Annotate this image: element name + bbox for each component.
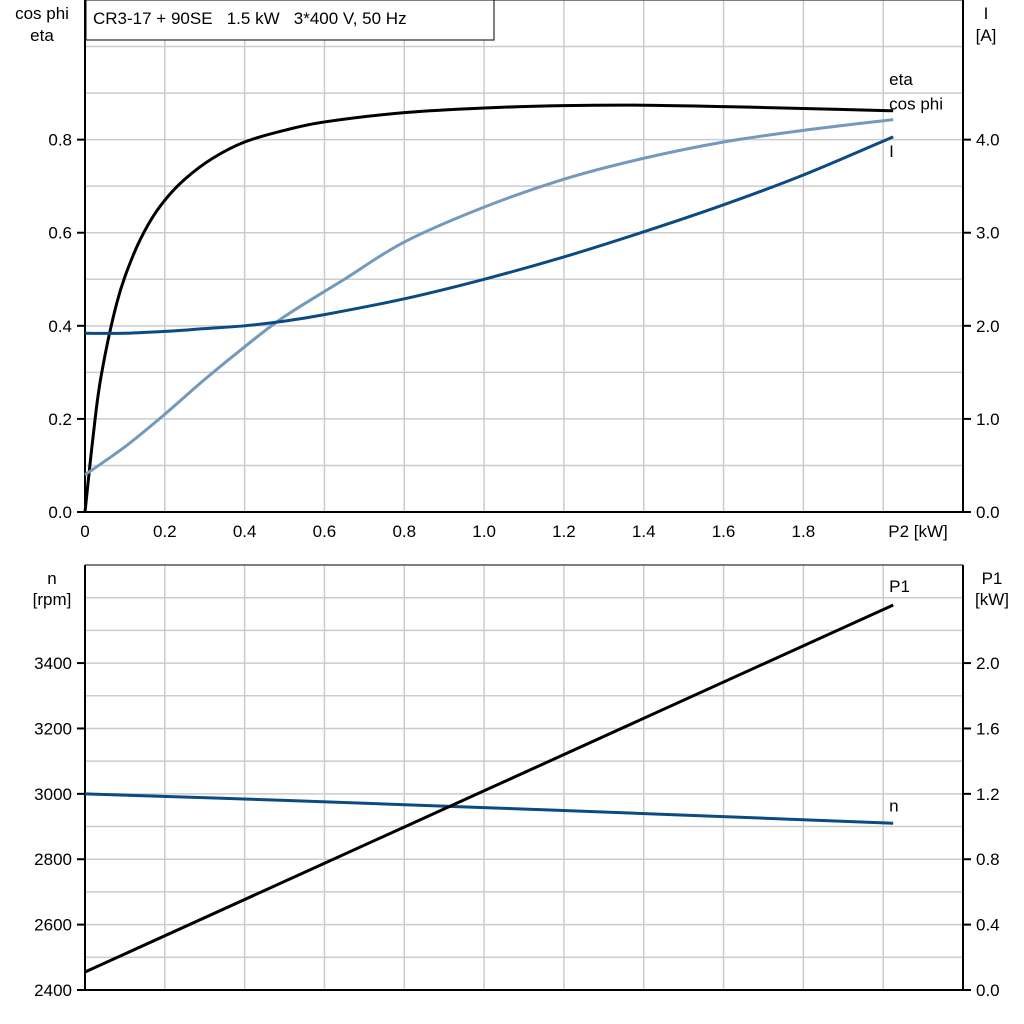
series-line-cos-phi — [84, 118, 894, 476]
chart-panel-2: 2400 2600 2800 3000 3200 3400 0.0 0.4 0.8 1.2 1.6 2… — [33, 564, 1009, 1000]
x-tick-label: 0.2 — [153, 522, 177, 541]
y-tick-label-right: 4.0 — [976, 131, 1000, 150]
x-tick-label: 1.8 — [792, 522, 816, 541]
right-axis-label: P1 — [982, 569, 1003, 588]
y-tick-label-left: 3400 — [34, 654, 72, 673]
series-label-cos-phi: cos phi — [889, 95, 943, 114]
y-tick-label-left: 0.2 — [48, 410, 72, 429]
series-line-I — [84, 135, 894, 335]
series-label-I: I — [889, 142, 894, 161]
left-axis-label: eta — [30, 26, 54, 45]
series-line-n — [84, 792, 894, 825]
y-tick-label-right: 1.0 — [976, 410, 1000, 429]
series-label-n: n — [889, 796, 898, 815]
y-tick-label-left: 0.8 — [48, 131, 72, 150]
x-tick-label: 1.4 — [632, 522, 656, 541]
y-tick-label-left: 2800 — [34, 850, 72, 869]
x-tick-label: 0.8 — [392, 522, 416, 541]
x-tick-label: 0 — [80, 522, 89, 541]
y-tick-label-left: 0.4 — [48, 317, 72, 336]
series-line-P1 — [84, 603, 894, 974]
y-tick-label-left: 0.6 — [48, 224, 72, 243]
left-axis-label: [rpm] — [33, 590, 72, 609]
x-tick-label: 1.6 — [712, 522, 736, 541]
y-tick-label-right: 0.0 — [976, 503, 1000, 522]
right-axis-label: I — [984, 4, 989, 23]
y-tick-label-left: 3200 — [34, 719, 72, 738]
right-axis-label: [A] — [976, 26, 997, 45]
series-line-eta — [83, 103, 894, 513]
y-tick-label-right: 0.0 — [976, 981, 1000, 1000]
y-tick-label-right: 1.6 — [976, 719, 1000, 738]
right-axis-label: [kW] — [975, 590, 1009, 609]
series-label-P1: P1 — [889, 577, 910, 596]
y-tick-label-right: 2.0 — [976, 654, 1000, 673]
x-tick-label: 0.4 — [233, 522, 257, 541]
y-tick-label-right: 0.8 — [976, 850, 1000, 869]
y-tick-label-right: 1.2 — [976, 785, 1000, 804]
y-tick-label-right: 0.4 — [976, 916, 1000, 935]
y-tick-label-left: 3000 — [34, 785, 72, 804]
x-axis-label: P2 [kW] — [888, 522, 948, 541]
series-label-eta: eta — [889, 70, 913, 89]
x-tick-label: 1.0 — [472, 522, 496, 541]
x-tick-label: 0.6 — [313, 522, 337, 541]
y-tick-label-left: 0.0 — [48, 503, 72, 522]
y-tick-label-left: 2600 — [34, 916, 72, 935]
x-tick-label: 1.2 — [552, 522, 576, 541]
y-tick-label-right: 3.0 — [976, 224, 1000, 243]
chart-title: CR3-17 + 90SE 1.5 kW 3*400 V, 50 Hz — [93, 9, 407, 28]
left-axis-label: n — [47, 569, 56, 588]
chart-panel-1: 0.0 0.2 0.4 0.6 0.8 0.0 1.0 2.0 3.0 4.0 cos phi eta… — [15, 0, 1000, 541]
y-tick-label-left: 2400 — [34, 981, 72, 1000]
y-tick-label-right: 2.0 — [976, 317, 1000, 336]
left-axis-label: cos phi — [15, 4, 69, 23]
title-box — [85, 0, 495, 41]
